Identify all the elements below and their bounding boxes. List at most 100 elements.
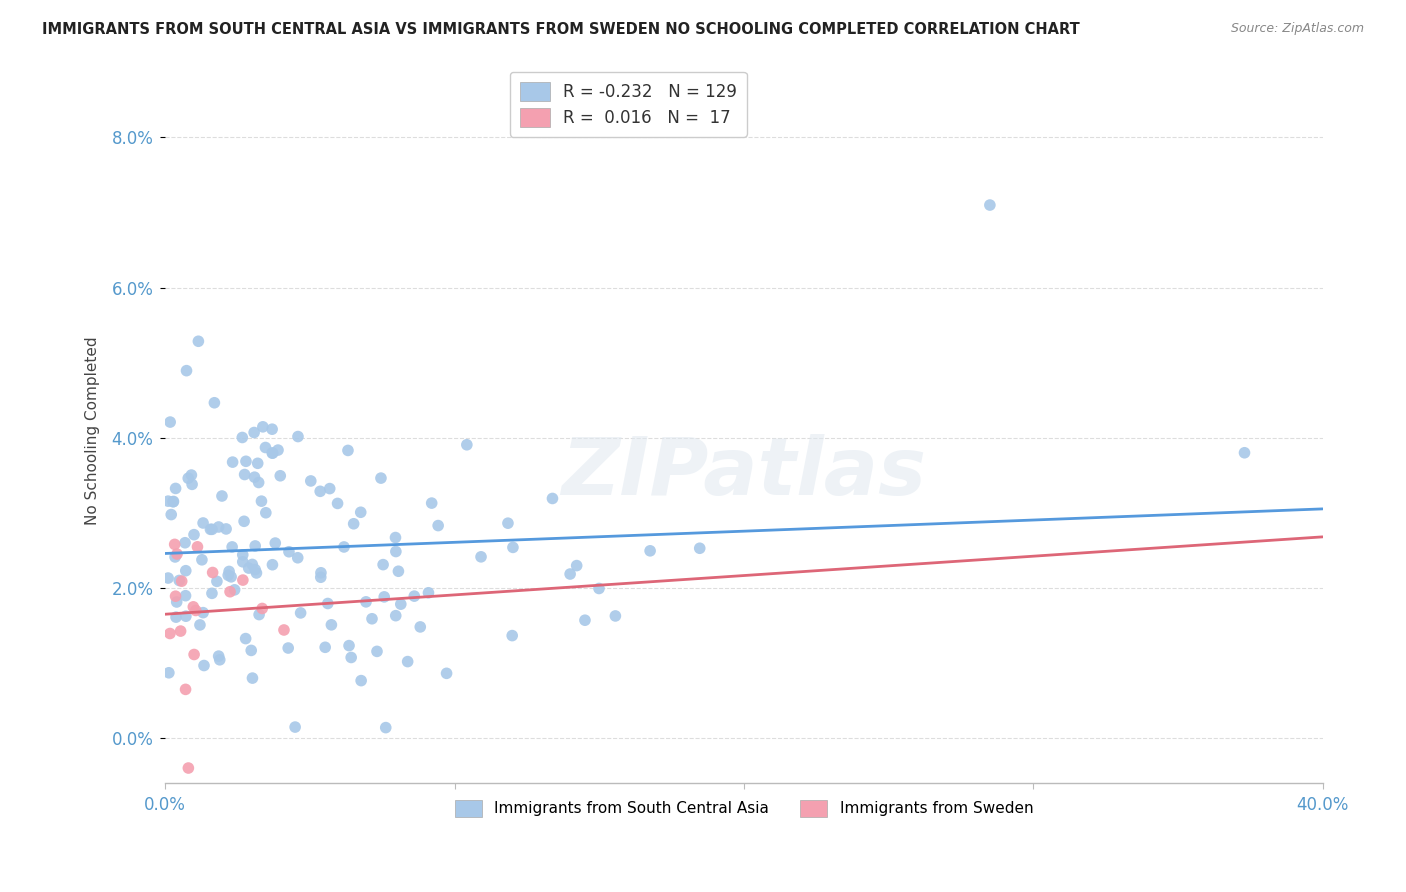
Point bbox=[246, 456, 269, 470]
Point bbox=[193, 658, 215, 673]
Point bbox=[384, 531, 406, 545]
Point bbox=[427, 518, 450, 533]
Point bbox=[501, 629, 523, 643]
Point bbox=[309, 484, 332, 499]
Point bbox=[162, 495, 184, 509]
Point bbox=[605, 609, 627, 624]
Point bbox=[254, 441, 277, 455]
Point bbox=[287, 550, 309, 565]
Point bbox=[166, 595, 188, 609]
Point bbox=[350, 673, 373, 688]
Point bbox=[385, 544, 408, 558]
Point bbox=[177, 471, 200, 485]
Point bbox=[169, 624, 191, 638]
Point bbox=[159, 415, 181, 429]
Point bbox=[181, 599, 204, 614]
Point bbox=[167, 574, 190, 588]
Point bbox=[267, 443, 290, 458]
Point bbox=[174, 589, 197, 603]
Point bbox=[201, 522, 224, 536]
Point bbox=[165, 482, 187, 496]
Point bbox=[269, 468, 291, 483]
Point bbox=[638, 544, 661, 558]
Point bbox=[232, 548, 254, 562]
Y-axis label: No Schooling Completed: No Schooling Completed bbox=[86, 336, 100, 524]
Point bbox=[374, 721, 396, 735]
Point bbox=[309, 570, 332, 584]
Point bbox=[174, 682, 197, 697]
Point bbox=[558, 567, 581, 582]
Point bbox=[238, 561, 260, 575]
Point bbox=[183, 527, 205, 541]
Point bbox=[262, 558, 284, 572]
Point bbox=[221, 455, 243, 469]
Point bbox=[350, 505, 373, 519]
Point bbox=[201, 586, 224, 600]
Point bbox=[221, 540, 243, 554]
Point bbox=[420, 496, 443, 510]
Point bbox=[157, 571, 180, 585]
Point bbox=[166, 547, 188, 561]
Point bbox=[321, 617, 343, 632]
Point bbox=[277, 640, 299, 655]
Point bbox=[262, 446, 284, 460]
Point bbox=[333, 540, 356, 554]
Point bbox=[470, 549, 492, 564]
Point bbox=[165, 549, 187, 564]
Point bbox=[188, 618, 211, 632]
Point bbox=[396, 655, 419, 669]
Point bbox=[219, 570, 242, 584]
Point bbox=[588, 582, 610, 596]
Point bbox=[387, 564, 409, 578]
Point bbox=[186, 540, 208, 554]
Point bbox=[163, 537, 186, 551]
Text: IMMIGRANTS FROM SOUTH CENTRAL ASIA VS IMMIGRANTS FROM SWEDEN NO SCHOOLING COMPLE: IMMIGRANTS FROM SOUTH CENTRAL ASIA VS IM… bbox=[42, 22, 1080, 37]
Point bbox=[979, 198, 1001, 212]
Point bbox=[174, 535, 197, 549]
Point bbox=[240, 643, 263, 657]
Point bbox=[245, 566, 267, 580]
Point bbox=[336, 443, 359, 458]
Point bbox=[250, 601, 273, 615]
Point bbox=[240, 558, 263, 572]
Point bbox=[208, 520, 231, 534]
Point bbox=[165, 589, 187, 603]
Point bbox=[160, 508, 183, 522]
Point bbox=[200, 522, 222, 536]
Point bbox=[191, 553, 214, 567]
Point bbox=[284, 720, 307, 734]
Point bbox=[184, 603, 207, 617]
Point bbox=[235, 454, 257, 468]
Point bbox=[314, 640, 336, 655]
Point bbox=[343, 516, 366, 531]
Point bbox=[157, 665, 180, 680]
Point bbox=[278, 545, 301, 559]
Point bbox=[180, 468, 202, 483]
Point bbox=[409, 620, 432, 634]
Point bbox=[262, 422, 284, 436]
Point bbox=[370, 471, 392, 485]
Point bbox=[191, 516, 214, 530]
Point bbox=[264, 536, 287, 550]
Point bbox=[208, 649, 231, 664]
Point bbox=[689, 541, 711, 556]
Point bbox=[235, 632, 257, 646]
Point bbox=[247, 475, 270, 490]
Point bbox=[191, 606, 214, 620]
Point bbox=[384, 608, 406, 623]
Point bbox=[309, 566, 332, 580]
Point bbox=[389, 597, 412, 611]
Point bbox=[254, 506, 277, 520]
Point bbox=[162, 494, 184, 508]
Point bbox=[287, 429, 309, 443]
Point bbox=[208, 653, 231, 667]
Point bbox=[366, 644, 388, 658]
Point bbox=[183, 648, 205, 662]
Point bbox=[218, 565, 240, 579]
Legend: Immigrants from South Central Asia, Immigrants from Sweden: Immigrants from South Central Asia, Immi… bbox=[447, 792, 1040, 825]
Point bbox=[252, 420, 274, 434]
Point bbox=[201, 566, 224, 580]
Point bbox=[273, 623, 295, 637]
Point bbox=[456, 438, 478, 452]
Point bbox=[247, 607, 270, 622]
